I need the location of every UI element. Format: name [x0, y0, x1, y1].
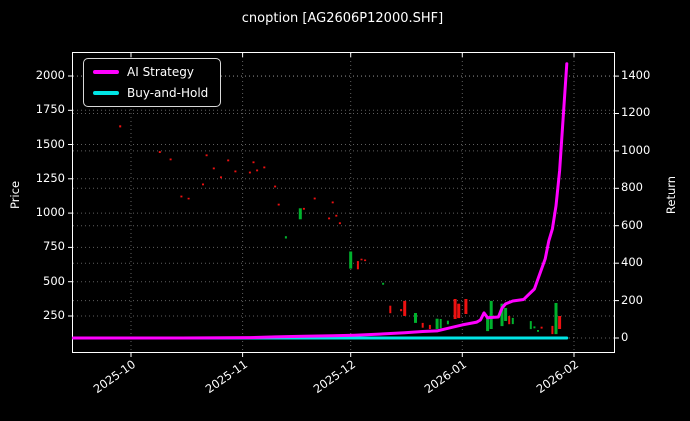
candle-down — [551, 325, 554, 335]
candle-up — [284, 236, 287, 239]
candle-up — [446, 320, 449, 325]
return-tick-label: 1400 — [621, 68, 651, 83]
candle-down — [302, 207, 305, 210]
candle-up — [529, 321, 532, 330]
candle-down — [313, 197, 316, 200]
candle-down — [274, 185, 277, 188]
price-tick-label: 1750 — [35, 102, 65, 117]
candle-down — [428, 324, 431, 329]
candle-up — [349, 251, 353, 269]
candle-down — [248, 171, 251, 174]
candle-down — [263, 166, 266, 169]
price-tick-label: 1250 — [35, 170, 65, 185]
candle-up — [511, 317, 514, 325]
candle-up — [298, 208, 302, 220]
candle-down — [220, 176, 222, 179]
candle-down — [364, 259, 367, 262]
return-tick-label: 0 — [621, 330, 629, 344]
candle-up — [414, 313, 417, 323]
candle-up — [533, 326, 536, 329]
legend-label: AI Strategy — [127, 65, 194, 79]
return-tick-label: 200 — [621, 292, 643, 307]
return-tick-label: 1200 — [621, 105, 651, 120]
legend-label: Buy-and-Hold — [127, 86, 209, 100]
candle-down — [338, 222, 341, 225]
candle-up — [486, 318, 490, 332]
chart-title: cnoption [AG2606P12000.SHF] — [241, 11, 444, 26]
date-tick-label: 2025-10 — [90, 357, 139, 397]
date-tick-label: 2026-01 — [421, 357, 470, 397]
candle-down — [331, 201, 334, 204]
candle-down — [256, 169, 259, 172]
candle-down — [508, 316, 511, 325]
strategy-line-swatch — [93, 70, 119, 74]
candle-down — [277, 203, 280, 206]
candle-down — [457, 303, 461, 319]
price-tick-label: 250 — [43, 308, 65, 322]
candle-down — [119, 125, 122, 128]
candle-up — [439, 319, 442, 329]
candle-down — [252, 161, 255, 164]
candle-up — [504, 308, 508, 321]
candle-up — [489, 300, 493, 329]
legend-item-ai-strategy: AI Strategy — [93, 65, 208, 79]
candle-down — [169, 158, 172, 161]
candle-down — [400, 309, 403, 312]
candle-down — [212, 167, 215, 170]
price-tick-label: 2000 — [35, 67, 65, 82]
candle-down — [205, 154, 208, 157]
series-line-ai-strategy — [71, 62, 569, 340]
price-tick-label: 1000 — [35, 205, 65, 220]
legend-item-buy-and-hold: Buy-and-Hold — [93, 86, 208, 100]
candle-up — [537, 330, 539, 332]
candle-down — [328, 217, 331, 220]
chart-canvas — [68, 53, 619, 357]
candle-down — [202, 183, 204, 186]
candle-down — [356, 261, 359, 270]
price-tick-label: 750 — [43, 239, 65, 254]
date-tick-label: 2026-02 — [533, 357, 582, 397]
candle-up — [554, 303, 558, 335]
candle-down — [389, 305, 392, 314]
candle-up — [500, 303, 504, 327]
candle-down — [403, 300, 407, 316]
return-tick-label: 400 — [621, 255, 643, 270]
candle-down — [453, 299, 457, 319]
candle-down — [558, 316, 562, 329]
legend: AI Strategy Buy-and-Hold — [83, 58, 222, 107]
candle-up — [435, 318, 439, 329]
candle-down — [540, 326, 543, 329]
candle-up — [382, 282, 385, 285]
candle-down — [464, 299, 468, 314]
candle-down — [360, 258, 363, 261]
candle-down — [421, 322, 424, 328]
return-tick-label: 600 — [621, 217, 643, 232]
candle-down — [158, 151, 161, 153]
buy-hold-line-swatch — [93, 91, 119, 95]
return-tick-label: 800 — [621, 180, 643, 195]
candle-down — [187, 197, 190, 200]
y-axis-title-return: Return — [664, 175, 678, 215]
candle-down — [227, 159, 230, 162]
return-tick-label: 1000 — [621, 142, 651, 157]
candle-down — [335, 214, 338, 217]
date-tick-label: 2025-11 — [202, 357, 250, 397]
price-tick-label: 1500 — [35, 136, 65, 151]
candle-down — [234, 170, 237, 173]
price-tick-label: 500 — [43, 273, 65, 288]
plot-area: AI Strategy Buy-and-Hold — [68, 52, 619, 357]
candle-down — [180, 195, 183, 198]
date-tick-label: 2025-12 — [310, 357, 358, 397]
